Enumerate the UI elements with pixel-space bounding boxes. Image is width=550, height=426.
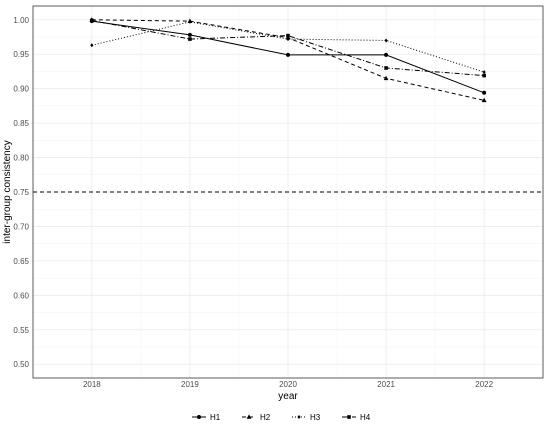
data-point-h4 (384, 66, 388, 70)
series-layer (89, 17, 487, 103)
data-point-h3 (286, 37, 290, 42)
data-point-h3 (188, 19, 192, 24)
y-tick-label: 0.60 (13, 291, 29, 300)
legend-item-h4: H4 (342, 413, 371, 422)
legend-key-marker (347, 415, 351, 419)
legend: H1 H2 H3 H4 (192, 413, 371, 422)
legend-item-h1: H1 (192, 413, 221, 422)
legend-item-h2: H2 (242, 413, 271, 422)
legend-key-marker (246, 414, 252, 419)
y-tick-label: 0.80 (13, 154, 29, 163)
y-tick-label: 0.55 (13, 326, 29, 335)
data-point-h4 (90, 18, 94, 23)
data-point-h1 (187, 32, 192, 37)
legend-label: H2 (260, 413, 271, 422)
data-point-h1 (384, 52, 389, 57)
data-point-h2 (481, 97, 487, 103)
y-tick-label: 0.85 (13, 119, 29, 128)
x-tick-label: 2021 (377, 380, 395, 389)
legend-label: H4 (360, 413, 371, 422)
data-point-h1 (286, 52, 290, 57)
y-tick-label: 0.75 (13, 188, 29, 197)
x-axis-title: year (278, 391, 298, 402)
y-axis-title: inter-group consistency (2, 140, 13, 243)
y-tick-label: 1.00 (13, 16, 29, 25)
y-tick-label: 0.95 (13, 50, 29, 59)
x-tick-label: 2022 (475, 380, 493, 389)
data-point-h1 (482, 90, 487, 95)
panel-border (32, 5, 544, 379)
x-tick-label: 2020 (279, 380, 297, 389)
legend-item-h3: H3 (292, 413, 321, 422)
x-tick-label: 2018 (83, 380, 101, 389)
data-point-h3 (384, 38, 388, 43)
legend-key-marker (197, 415, 201, 419)
y-tick-label: 0.70 (13, 222, 29, 231)
y-tick-label: 0.50 (13, 360, 29, 369)
x-tick-labels: 2018 2019 2020 2021 2022 (83, 380, 494, 389)
legend-label: H3 (310, 413, 321, 422)
x-tick-label: 2019 (181, 380, 199, 389)
y-tick-labels: 0.50 0.55 0.60 0.65 0.70 0.75 0.80 0.85 0.90 0.95… (13, 16, 29, 369)
y-tick-label: 0.65 (13, 257, 29, 266)
data-point-h4 (482, 73, 486, 78)
series-h3 (90, 19, 486, 75)
data-point-h2 (383, 75, 389, 81)
legend-key-marker (297, 415, 301, 419)
series-h4 (90, 18, 486, 78)
data-point-h3 (90, 43, 94, 48)
data-point-h4 (286, 33, 290, 38)
y-tick-label: 0.90 (13, 85, 29, 94)
legend-label: H1 (210, 413, 221, 422)
data-point-h3 (482, 70, 486, 75)
data-point-h4 (188, 37, 192, 41)
